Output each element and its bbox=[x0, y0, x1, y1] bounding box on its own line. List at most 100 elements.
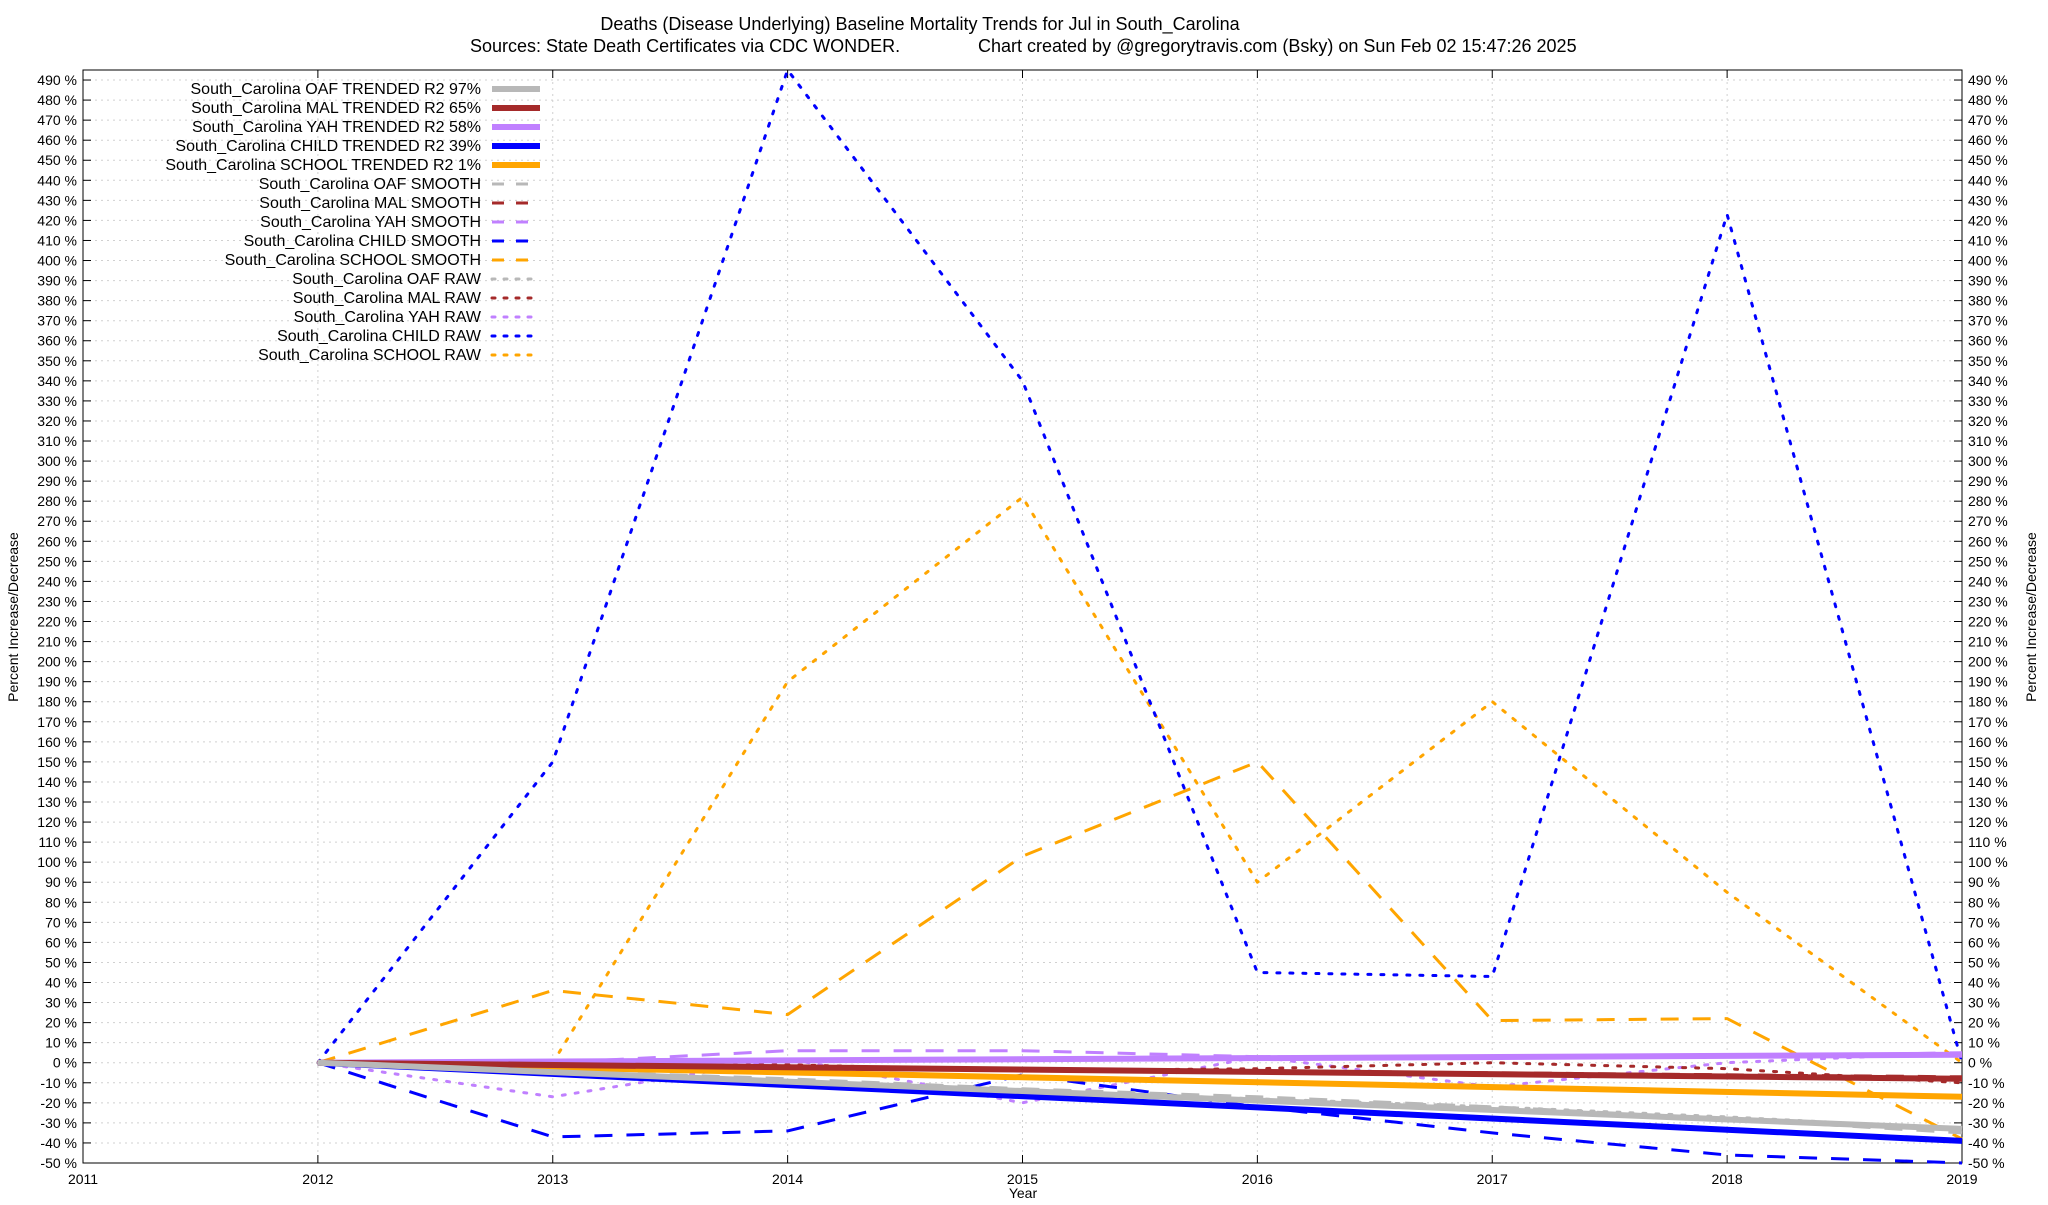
series-line bbox=[317, 1059, 1963, 1082]
y-tick-label: 10 % bbox=[45, 1035, 77, 1051]
series-group bbox=[316, 68, 1964, 1165]
y-tick-label-right: 340 % bbox=[1968, 373, 2008, 389]
y-tick-label: 330 % bbox=[37, 393, 77, 409]
y-tick-label: 300 % bbox=[37, 453, 77, 469]
y-tick-label: 290 % bbox=[37, 473, 77, 489]
x-tick-label: 2015 bbox=[1007, 1171, 1038, 1187]
y-tick-label-right: 0 % bbox=[1968, 1055, 1992, 1071]
y-tick-label: 160 % bbox=[37, 734, 77, 750]
y-tick-label-right: 70 % bbox=[1968, 914, 2000, 930]
y-tick-label: 50 % bbox=[45, 954, 77, 970]
y-tick-label-right: 310 % bbox=[1968, 433, 2008, 449]
chart-credit: Chart created by @gregorytravis.com (Bsk… bbox=[978, 36, 1577, 56]
x-tick-label: 2019 bbox=[1946, 1171, 1977, 1187]
x-tick-label: 2017 bbox=[1477, 1171, 1508, 1187]
y-tick-label: 360 % bbox=[37, 333, 77, 349]
y-tick-label: 380 % bbox=[37, 293, 77, 309]
x-tick-label: 2014 bbox=[772, 1171, 803, 1187]
y-tick-label: 60 % bbox=[45, 934, 77, 950]
y-tick-label-right: 270 % bbox=[1968, 513, 2008, 529]
y-tick-label-right: 390 % bbox=[1968, 273, 2008, 289]
legend-label: South_Carolina SCHOOL SMOOTH bbox=[225, 252, 481, 269]
y-tick-label: -50 % bbox=[40, 1155, 77, 1171]
y-tick-label-right: 40 % bbox=[1968, 975, 2000, 991]
y-tick-label-right: 210 % bbox=[1968, 634, 2008, 650]
y-tick-label-right: 450 % bbox=[1968, 152, 2008, 168]
y-tick-label: -30 % bbox=[40, 1115, 77, 1131]
y-tick-label-right: 50 % bbox=[1968, 954, 2000, 970]
y-tick-label-right: 180 % bbox=[1968, 694, 2008, 710]
y-tick-label-right: 80 % bbox=[1968, 894, 2000, 910]
legend-label: South_Carolina CHILD RAW bbox=[277, 328, 482, 345]
y-tick-label: 90 % bbox=[45, 874, 77, 890]
x-tick-label: 2011 bbox=[68, 1171, 98, 1187]
y-tick-label-right: 430 % bbox=[1968, 192, 2008, 208]
y-tick-label-right: 140 % bbox=[1968, 774, 2008, 790]
x-tick-label: 2012 bbox=[302, 1171, 333, 1187]
y-tick-label: 140 % bbox=[37, 774, 77, 790]
y-tick-label-right: 400 % bbox=[1968, 253, 2008, 269]
legend: South_Carolina OAF TRENDED R2 97% South_C… bbox=[165, 81, 542, 364]
y-tick-label: 460 % bbox=[37, 132, 77, 148]
y-tick-label: 40 % bbox=[45, 975, 77, 991]
y-tick-label: 350 % bbox=[37, 353, 77, 369]
y-tick-label-right: 470 % bbox=[1968, 112, 2008, 128]
axes: -50 % -50 % -40 % -40 % -30 % -30 % -20 % -20 %… bbox=[37, 69, 2008, 1187]
y-tick-label: 310 % bbox=[37, 433, 77, 449]
y-tick-label-right: 410 % bbox=[1968, 232, 2008, 248]
legend-label: South_Carolina SCHOOL TRENDED R2 1% bbox=[165, 157, 481, 174]
y-tick-label-right: 480 % bbox=[1968, 92, 2008, 108]
y-tick-label: 180 % bbox=[37, 694, 77, 710]
y-tick-label-right: 220 % bbox=[1968, 614, 2008, 630]
y-tick-label-right: 260 % bbox=[1968, 533, 2008, 549]
legend-label: South_Carolina YAH TRENDED R2 58% bbox=[192, 119, 481, 136]
y-tick-label: 210 % bbox=[37, 634, 77, 650]
legend-label: South_Carolina YAH SMOOTH bbox=[260, 214, 481, 231]
y-tick-label: 370 % bbox=[37, 313, 77, 329]
series-line bbox=[317, 1061, 1963, 1165]
chart-source: Sources: State Death Certificates via CD… bbox=[470, 36, 900, 56]
y-tick-label-right: 10 % bbox=[1968, 1035, 2000, 1051]
y-tick-label-right: 330 % bbox=[1968, 393, 2008, 409]
y-tick-label: 320 % bbox=[37, 413, 77, 429]
y-tick-label: 230 % bbox=[37, 593, 77, 609]
y-tick-label-right: 230 % bbox=[1968, 593, 2008, 609]
legend-label: South_Carolina YAH RAW bbox=[294, 309, 482, 326]
grid bbox=[82, 70, 1963, 1164]
y-tick-label: 0 % bbox=[53, 1055, 77, 1071]
y-tick-label-right: 350 % bbox=[1968, 353, 2008, 369]
y-tick-label-right: 420 % bbox=[1968, 212, 2008, 228]
y-tick-label: 420 % bbox=[37, 212, 77, 228]
y-axis-label: Percent Increase/Decrease bbox=[5, 532, 21, 702]
y-tick-label-right: 160 % bbox=[1968, 734, 2008, 750]
series-line bbox=[316, 495, 1964, 1065]
series-line bbox=[317, 1059, 1963, 1132]
y-tick-label-right: 20 % bbox=[1968, 1015, 2000, 1031]
y-tick-label-right: -30 % bbox=[1968, 1115, 2005, 1131]
y-tick-label-right: 460 % bbox=[1968, 132, 2008, 148]
y-tick-label-right: 240 % bbox=[1968, 573, 2008, 589]
y-tick-label-right: -10 % bbox=[1968, 1075, 2005, 1091]
legend-label: South_Carolina MAL TRENDED R2 65% bbox=[191, 100, 481, 117]
y-tick-label: 440 % bbox=[37, 172, 77, 188]
y-tick-label: 30 % bbox=[45, 995, 77, 1011]
y-axis-label-right: Percent Increase/Decrease bbox=[2023, 532, 2039, 702]
y-tick-label-right: 100 % bbox=[1968, 854, 2008, 870]
y-tick-label-right: 290 % bbox=[1968, 473, 2008, 489]
y-tick-label: 170 % bbox=[37, 714, 77, 730]
y-tick-label: 340 % bbox=[37, 373, 77, 389]
y-tick-label: 20 % bbox=[45, 1015, 77, 1031]
y-tick-label: 70 % bbox=[45, 914, 77, 930]
y-tick-label-right: 120 % bbox=[1968, 814, 2008, 830]
y-tick-label: -40 % bbox=[40, 1135, 77, 1151]
y-tick-label-right: 440 % bbox=[1968, 172, 2008, 188]
y-tick-label-right: 250 % bbox=[1968, 553, 2008, 569]
y-tick-label-right: 360 % bbox=[1968, 333, 2008, 349]
legend-label: South_Carolina OAF SMOOTH bbox=[259, 176, 481, 193]
legend-label: South_Carolina MAL SMOOTH bbox=[259, 195, 481, 212]
y-tick-label-right: -50 % bbox=[1968, 1155, 2005, 1171]
y-tick-label: 470 % bbox=[37, 112, 77, 128]
y-tick-label: 190 % bbox=[37, 674, 77, 690]
y-tick-label-right: 130 % bbox=[1968, 794, 2008, 810]
